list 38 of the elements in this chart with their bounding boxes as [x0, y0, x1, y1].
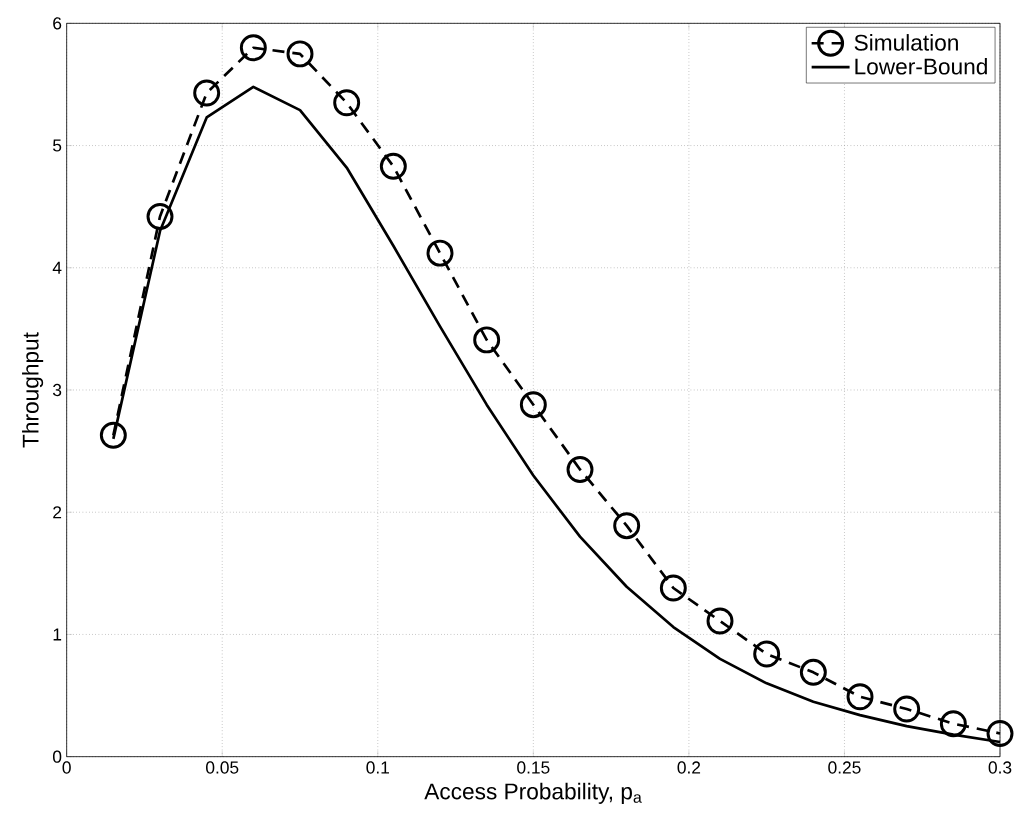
point — [286, 40, 314, 68]
point — [846, 683, 874, 711]
x-tick-label: 0.15 — [517, 761, 550, 774]
y-tick-label: 3 — [52, 383, 62, 397]
legend-label: Lower-Bound — [855, 57, 987, 75]
point — [893, 695, 921, 723]
point — [706, 607, 734, 635]
point — [613, 512, 641, 540]
legend-label: Simulation — [854, 34, 958, 51]
x-tick-label: 0.05 — [206, 761, 239, 774]
point — [659, 574, 687, 602]
x-tick-label: 0.1 — [366, 761, 389, 774]
y-axis-title: Throughput — [22, 332, 44, 448]
x-tick-label: 0.3 — [988, 761, 1012, 774]
point — [939, 710, 967, 738]
y-tick-label: 5 — [53, 139, 62, 152]
x-axis-title: Access Probability, p$_{a}$ — [424, 782, 642, 804]
point — [426, 239, 454, 267]
point — [333, 89, 361, 117]
point — [519, 391, 547, 419]
point — [473, 326, 501, 354]
point — [566, 455, 594, 483]
point — [193, 79, 221, 107]
y-tick-label: 2 — [53, 506, 62, 519]
point — [379, 152, 407, 180]
y-tick-label: 6 — [53, 17, 62, 30]
point — [239, 34, 267, 62]
point — [146, 202, 174, 230]
point — [99, 421, 127, 449]
y-tick-label: 1 — [53, 628, 62, 641]
y-tick-label: 0 — [52, 750, 62, 763]
x-tick-label: 0.25 — [828, 761, 861, 774]
x-tick-label: 0 — [62, 761, 71, 774]
x-tick-label: 0.2 — [677, 761, 701, 774]
point — [986, 719, 1014, 747]
y-tick-label: 4 — [52, 261, 62, 274]
point — [799, 658, 827, 686]
point — [753, 640, 781, 668]
